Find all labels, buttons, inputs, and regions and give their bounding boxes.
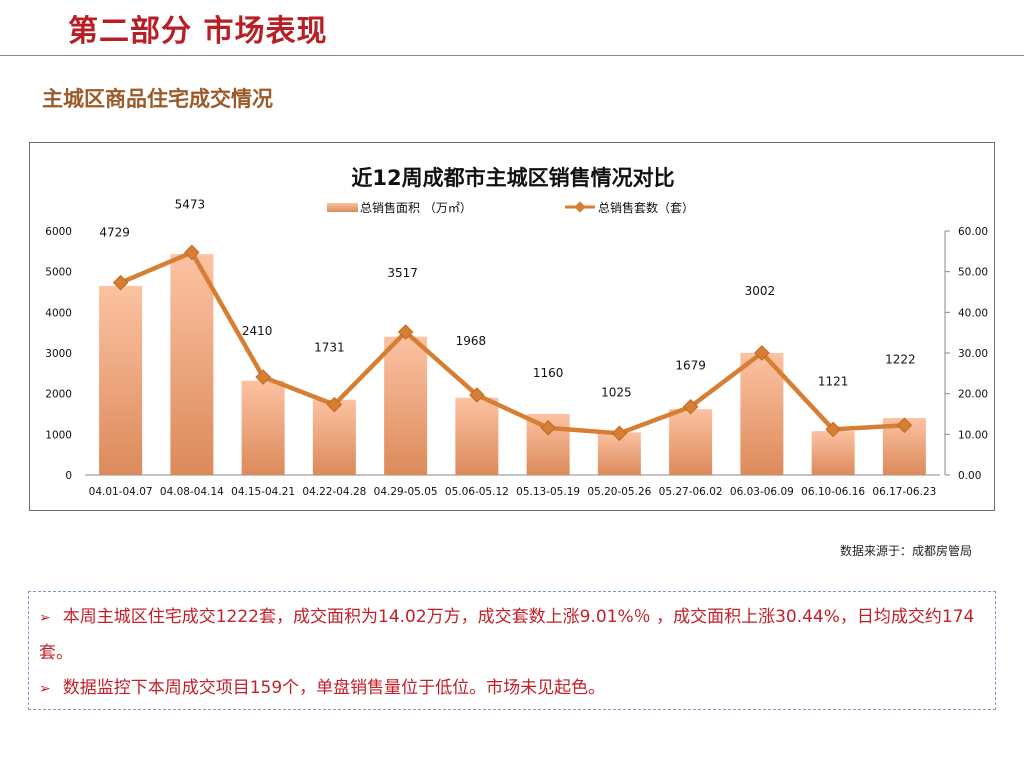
left-y-tick-label: 4000: [45, 307, 72, 319]
data-label: 3002: [745, 284, 776, 298]
x-tick-label: 06.10-06.16: [801, 486, 865, 498]
chart-axes: 0 1000 2000 3000 4000 5000 6000 0.00 10.00 20.00 3…: [45, 226, 988, 498]
arrow-bullet-icon: ➢: [39, 681, 51, 697]
note-text: 本周主城区住宅成交1222套，成交面积为14.02万方，成交套数上涨9.01%％…: [39, 607, 975, 663]
right-y-tick-label: 60.00: [958, 226, 988, 238]
data-label: 1679: [675, 359, 706, 373]
line-point: [540, 420, 556, 436]
legend-swatch-count-marker: [574, 201, 586, 213]
x-tick-label: 04.08-04.14: [160, 486, 224, 498]
x-tick-label: 04.15-04.21: [231, 486, 295, 498]
chart-title: 近12周成都市主城区销售情况对比: [351, 166, 674, 190]
left-y-tick-label: 3000: [45, 348, 72, 360]
left-y-tick-label: 0: [65, 470, 72, 482]
x-tick-label: 04.22-04.28: [302, 486, 366, 498]
page-title: 第二部分 市场表现: [68, 14, 328, 49]
data-label: 3517: [387, 266, 418, 280]
line-point: [611, 425, 628, 442]
data-label: 4729: [99, 226, 130, 240]
sales-comparison-chart: 近12周成都市主城区销售情况对比 总销售面积 （万㎡） 总销售套数（套） 0 10…: [45, 166, 988, 498]
line-series-count: [112, 244, 913, 442]
right-y-tick-label: 10.00: [958, 429, 988, 441]
x-tick-label: 05.06-05.12: [445, 486, 509, 498]
bar: [241, 380, 285, 475]
right-y-tick-label: 50.00: [958, 267, 988, 279]
line-point: [469, 387, 485, 403]
right-y-tick-label: 30.00: [958, 348, 988, 360]
x-tick-label: 04.29-05.05: [374, 486, 438, 498]
x-tick-label: 05.13-05.19: [516, 486, 580, 498]
section-title: 主城区商品住宅成交情况: [42, 87, 273, 111]
line-point: [754, 345, 770, 361]
left-y-tick-label: 1000: [45, 429, 72, 441]
data-label: 1160: [533, 366, 564, 380]
bar: [170, 254, 214, 475]
line-point: [397, 324, 414, 340]
left-y-tick-label: 2000: [45, 389, 72, 401]
data-label: 1025: [601, 385, 632, 399]
arrow-bullet-icon: ➢: [39, 610, 51, 626]
bar: [455, 397, 499, 475]
bar: [740, 353, 784, 475]
line-point: [184, 244, 200, 261]
line-point: [112, 274, 129, 291]
x-tick-label: 04.01-04.07: [89, 486, 153, 498]
line-point: [896, 417, 913, 434]
chart-frame: 近12周成都市主城区销售情况对比 总销售面积 （万㎡） 总销售套数（套） 0 10…: [29, 142, 995, 511]
bar: [99, 285, 143, 475]
data-label: 1731: [314, 341, 345, 355]
x-tick-label: 05.27-06.02: [659, 486, 723, 498]
right-y-tick-label: 20.00: [958, 389, 988, 401]
x-tick-label: 05.20-05.26: [587, 486, 651, 498]
x-tick-label: 06.17-06.23: [872, 486, 936, 498]
source-note: 数据来源于：成都房管局: [839, 544, 972, 558]
chart-legend: 总销售面积 （万㎡） 总销售套数（套）: [327, 200, 694, 215]
data-label: 1222: [885, 352, 916, 366]
legend-swatch-area: [327, 203, 358, 212]
note-item: ➢ 数据监控下本周成交项目159个，单盘销售量位于低位。市场未见起色。: [39, 671, 985, 707]
data-labels: 4729 5473 2410 1731 3517 1968 1160 1025 1679 3002…: [99, 197, 915, 399]
left-y-tick-label: 6000: [45, 226, 72, 238]
line-point: [825, 421, 841, 438]
left-y-tick-label: 5000: [45, 267, 72, 279]
data-label: 1121: [818, 374, 849, 388]
bar: [384, 336, 428, 475]
notes-box: ➢ 本周主城区住宅成交1222套，成交面积为14.02万方，成交套数上涨9.01%…: [28, 591, 996, 710]
right-y-tick-label: 0.00: [958, 470, 981, 482]
note-text: 数据监控下本周成交项目159个，单盘销售量位于低位。市场未见起色。: [62, 678, 606, 698]
data-label: 2410: [242, 324, 273, 338]
bar-series-area: [99, 254, 926, 475]
data-label: 1968: [456, 334, 487, 348]
line-point: [682, 398, 699, 415]
legend-label-count: 总销售套数（套）: [598, 200, 694, 215]
right-y-tick-label: 40.00: [958, 307, 988, 319]
line-point: [255, 369, 271, 385]
legend-label-area: 总销售面积 （万㎡）: [360, 200, 472, 215]
bar: [811, 431, 855, 475]
title-divider: [0, 55, 1024, 56]
x-tick-label: 06.03-06.09: [730, 486, 794, 498]
data-label: 5473: [175, 197, 206, 211]
bar: [669, 409, 713, 475]
line-path: [119, 250, 905, 436]
note-item: ➢ 本周主城区住宅成交1222套，成交面积为14.02万方，成交套数上涨9.01%…: [39, 600, 985, 671]
line-point: [326, 396, 343, 413]
